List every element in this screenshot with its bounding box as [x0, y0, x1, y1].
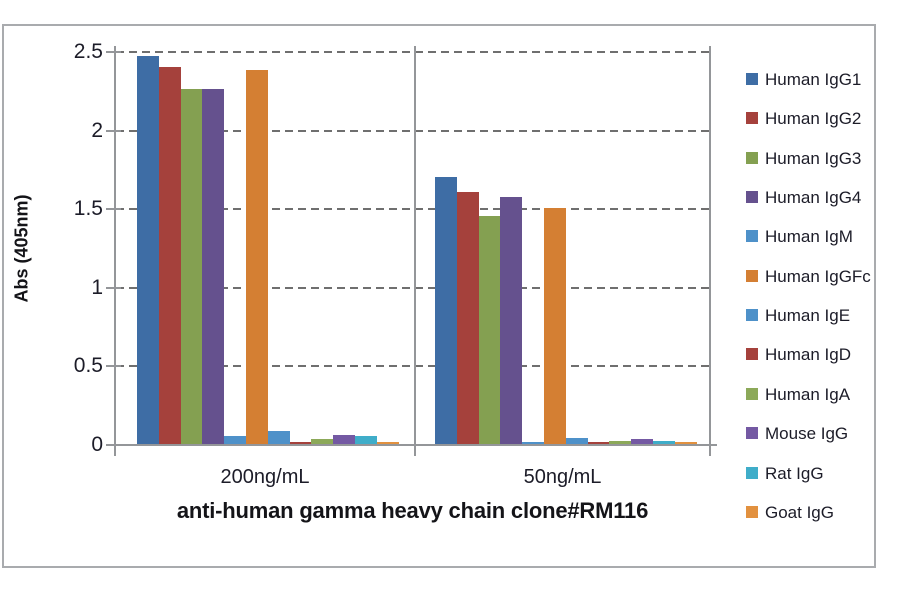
x-axis-baseline: [106, 444, 717, 446]
legend-swatch-human-igg1: [746, 73, 758, 85]
bar-human-igg4-200ng-ml: [202, 89, 225, 444]
legend-swatch-mouse-igg: [746, 427, 758, 440]
legend-label-human-iggfc: Human IgGFc: [765, 266, 871, 286]
bar-human-iggfc-50ng-ml: [544, 208, 566, 444]
bar-human-ige-200ng-ml: [267, 431, 290, 444]
legend-swatch-human-igd: [746, 348, 758, 361]
bar-human-igd-200ng-ml: [289, 442, 312, 444]
legend-swatch-goat-igg: [746, 505, 758, 518]
bar-mouse-igg-50ng-ml: [631, 439, 653, 444]
bar-human-igg2-200ng-ml: [158, 67, 181, 444]
y-tick-label-2.5: 2.5: [73, 40, 103, 63]
bar-goat-igg-50ng-ml: [674, 442, 697, 444]
y-tick-label-0.5: 0.5: [73, 354, 103, 378]
legend-label-human-igg3: Human IgG3: [765, 148, 862, 168]
plot-right-edge-line: [709, 46, 711, 456]
legend-label-goat-igg: Goat IgG: [765, 502, 834, 522]
bar-human-igg3-200ng-ml: [180, 89, 203, 444]
legend-swatch-human-iggfc: [746, 269, 758, 282]
legend-label-human-iga: Human IgA: [765, 384, 851, 404]
legend-label-human-igg4: Human IgG4: [765, 188, 862, 208]
y-tick-mark-1: [106, 286, 121, 289]
legend-swatch-human-iga: [746, 387, 758, 400]
legend-swatch-human-igg2: [746, 112, 758, 125]
y-tick-mark-2.5: [106, 51, 121, 53]
bar-rat-igg-50ng-ml: [653, 441, 675, 444]
bar-human-iga-200ng-ml: [311, 439, 334, 444]
y-tick-mark-0.5: [106, 365, 121, 368]
bar-human-iga-50ng-ml: [609, 441, 632, 444]
legend-label-mouse-igg: Mouse IgG: [765, 424, 849, 444]
legend-label-human-igd: Human IgD: [765, 345, 851, 365]
y-tick-label-2: 2: [91, 118, 103, 142]
category-separator-line: [414, 46, 416, 456]
bar-human-igg4-50ng-ml: [500, 197, 523, 444]
bar-human-iggfc-200ng-ml: [246, 70, 268, 444]
legend-swatch-human-igg3: [746, 151, 758, 164]
bar-human-igd-50ng-ml: [587, 442, 610, 444]
legend-swatch-human-igg4: [746, 191, 758, 204]
bar-mouse-igg-200ng-ml: [333, 435, 355, 444]
y-tick-mark-1.5: [106, 208, 121, 211]
bar-human-igg1-50ng-ml: [435, 177, 457, 444]
category-label-50ng-ml: 50ng/mL: [523, 466, 602, 488]
y-tick-label-1: 1: [91, 275, 103, 299]
bar-human-ige-50ng-ml: [565, 438, 588, 444]
bar-goat-igg-200ng-ml: [376, 442, 399, 444]
y-tick-mark-2: [106, 129, 121, 132]
bar-human-igg3-50ng-ml: [478, 216, 501, 444]
legend-swatch-human-ige: [746, 309, 758, 322]
category-label-200ng-ml: 200ng/mL: [220, 466, 310, 488]
bar-human-igm-200ng-ml: [224, 436, 246, 444]
legend-label-human-igg1: Human IgG1: [765, 70, 862, 89]
legend-label-human-ige: Human IgE: [765, 306, 851, 326]
bar-human-igg2-50ng-ml: [456, 192, 479, 444]
x-axis-title: anti-human gamma heavy chain clone#RM116: [176, 498, 649, 523]
bar-human-igm-50ng-ml: [522, 442, 544, 444]
y-tick-label-1.5: 1.5: [73, 197, 103, 221]
legend-label-human-igg2: Human IgG2: [765, 109, 862, 129]
legend-swatch-rat-igg: [746, 466, 758, 479]
legend-label-rat-igg: Rat IgG: [765, 463, 824, 483]
y-tick-label-0: 0: [91, 433, 103, 456]
bar-human-igg1-200ng-ml: [137, 56, 159, 444]
bar-rat-igg-200ng-ml: [355, 436, 377, 444]
legend-swatch-human-igm: [746, 230, 758, 243]
y-axis-line: [114, 46, 116, 456]
legend-label-human-igm: Human IgM: [765, 227, 853, 247]
